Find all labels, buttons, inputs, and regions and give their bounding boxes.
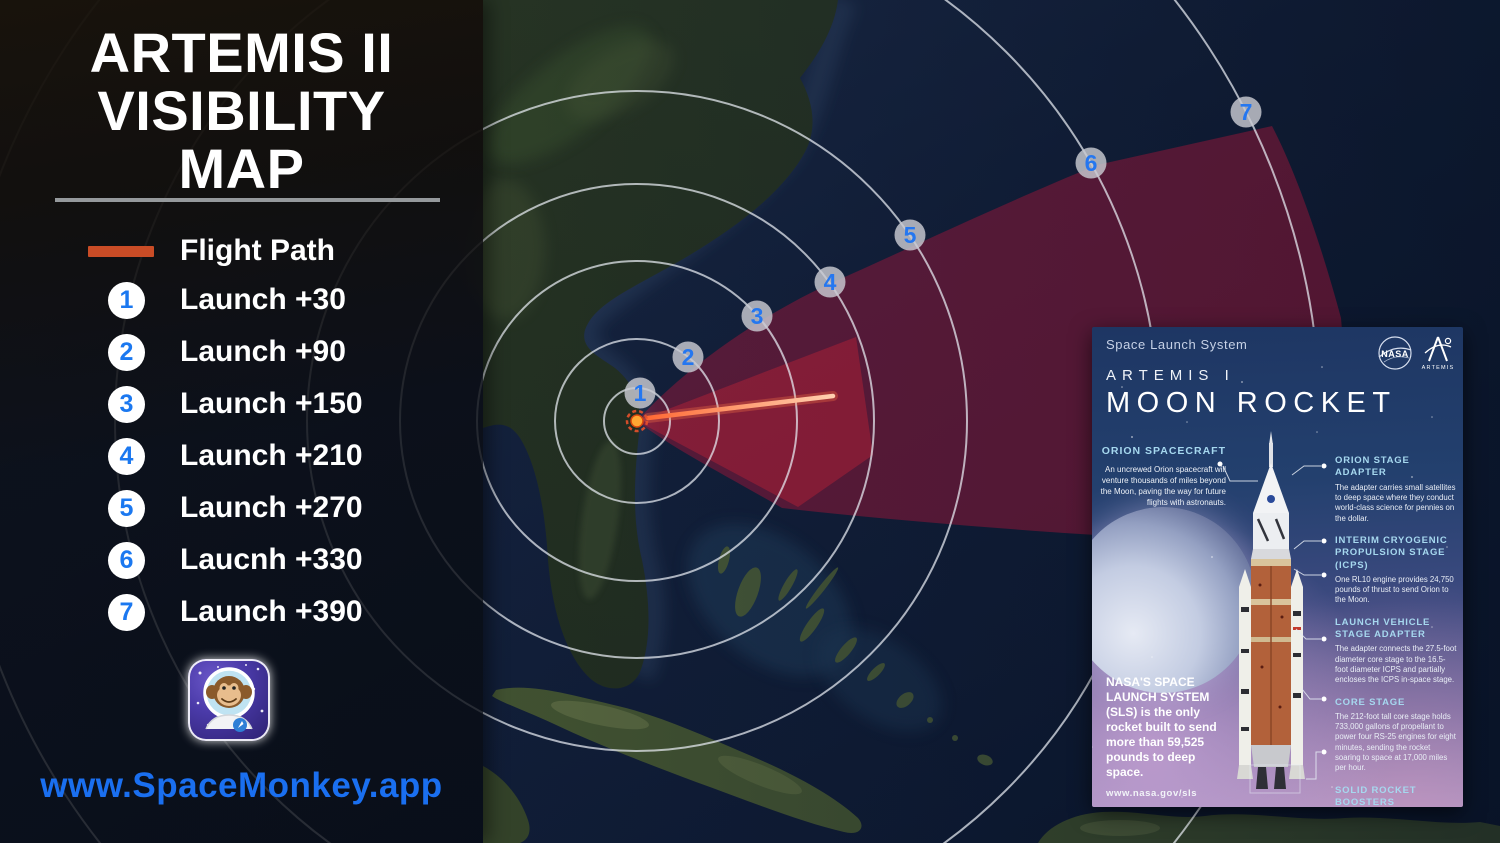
legend-label-4: Launch +210: [180, 439, 363, 472]
marker-6: 6: [1075, 147, 1107, 179]
nasa-logo-icon: NASA: [1378, 336, 1412, 370]
legend-item-1: 1 Launch +30: [88, 274, 468, 326]
legend-badge-6: 6: [108, 541, 145, 579]
space-monkey-app-icon: [188, 659, 270, 741]
poster-artwork: [1092, 354, 1448, 798]
svg-text:NASA: NASA: [1381, 349, 1409, 359]
info-panel: ARTEMIS II VISIBILITY MAP Flight Path 1 …: [0, 0, 483, 843]
visibility-wedge-inner: [637, 337, 873, 507]
legend: Flight Path 1 Launch +30 2 Launch +90 3 …: [88, 228, 468, 638]
poster-main-title: MOON ROCKET: [1106, 387, 1397, 419]
title-line-1: ARTEMIS II: [89, 21, 394, 84]
callout-dots: [1217, 461, 1327, 755]
callout-body-orion-stage-adapter: The adapter carries small satellites to …: [1335, 482, 1456, 523]
engine-section: [1251, 745, 1291, 767]
callout-heading-core-stage: CORE STAGE: [1335, 696, 1406, 708]
marker-3: 3: [741, 300, 773, 332]
legend-item-5: 5 Launch +270: [88, 482, 468, 534]
launch-site-ring: [625, 409, 649, 433]
svg-text:5: 5: [904, 222, 917, 248]
legend-label-7: Launch +390: [180, 595, 363, 628]
title-line-3: MAP: [178, 137, 305, 201]
legend-badge-4: 4: [108, 437, 145, 475]
legend-item-7: 7 Launch +390: [88, 586, 468, 638]
service-module: [1253, 513, 1289, 549]
callout-connectors: [1222, 465, 1321, 794]
marker-5: 5: [894, 219, 926, 251]
legend-item-3: 3 Launch +150: [88, 378, 468, 430]
legend-label-2: Launch +90: [180, 335, 346, 368]
spacemonkey-url-link[interactable]: www.SpaceMonkey.app: [40, 766, 443, 805]
solid-rocket-booster-right: [1289, 569, 1305, 779]
poster-kicker: Space Launch System: [1106, 337, 1248, 352]
time-markers: 1 2 3 4 5 6 7: [624, 96, 1262, 409]
moon-illustration: [1092, 507, 1256, 693]
engine-nozzle-2: [1274, 767, 1286, 789]
artemis-logo-icon: ARTEMIS: [1422, 336, 1455, 371]
page-title: ARTEMIS II VISIBILITY MAP: [0, 21, 483, 201]
legend-label-3: Launch +150: [180, 387, 363, 420]
engine-nozzle-1: [1256, 767, 1268, 789]
monkey-astronaut-illustration: [196, 664, 264, 732]
callout-heading-orion-stage-adapter: ORION STAGE ADAPTER: [1335, 455, 1410, 479]
svg-text:2: 2: [682, 344, 695, 370]
svg-text:1: 1: [634, 380, 647, 406]
ring-2: [554, 338, 720, 504]
orion-capsule: [1253, 463, 1289, 513]
svg-text:6: 6: [1085, 150, 1098, 176]
callout-heading: ORION SPACECRAFT: [1101, 445, 1226, 457]
marker-7: 7: [1230, 96, 1262, 128]
svg-text:ARTEMIS: ARTEMIS: [1422, 365, 1455, 371]
launch-abort-tower: [1269, 431, 1273, 445]
marker-2: 2: [672, 341, 704, 373]
legend-badge-1: 1: [108, 281, 145, 319]
legend-badge-2: 2: [108, 333, 145, 371]
stage-adapter: [1251, 549, 1291, 559]
sls-statement: NASA'S SPACE LAUNCH SYSTEM (SLS) is the …: [1106, 675, 1217, 779]
legend-label-1: Launch +30: [180, 283, 346, 316]
legend-item-2: 2 Launch +90: [88, 326, 468, 378]
marker-1: 1: [624, 377, 656, 409]
title-divider: [55, 198, 440, 202]
callout-body-icps: One RL10 engine provides 24,750 pounds o…: [1335, 574, 1454, 605]
nasa-sls-url-link[interactable]: www.nasa.gov/sls: [1106, 788, 1198, 799]
legend-flight-path: Flight Path: [88, 228, 468, 274]
callout-body-lvsa: The adapter connects the 27.5-foot diame…: [1335, 644, 1457, 685]
callout-heading-lvsa: LAUNCH VEHICLE STAGE ADAPTER: [1335, 616, 1431, 641]
callout-heading-icps: INTERIM CRYOGENIC PROPULSION STAGE (ICPS…: [1335, 534, 1448, 571]
legend-badge-5: 5: [108, 489, 145, 527]
solid-rocket-booster-left: [1237, 569, 1253, 779]
callout-body-core-stage: The 212-foot tall core stage holds 733,0…: [1335, 711, 1456, 773]
marker-4: 4: [814, 266, 846, 298]
poster-logos: NASA ARTEMIS: [1376, 333, 1455, 373]
callout-column-right: ORION STAGE ADAPTER The adapter carries …: [1335, 455, 1457, 807]
legend-label-6: Laucnh +330: [180, 543, 363, 576]
svg-text:7: 7: [1240, 99, 1253, 125]
legend-label-5: Launch +270: [180, 491, 363, 524]
legend-item-4: 4 Launch +210: [88, 430, 468, 482]
title-line-2: VISIBILITY: [97, 79, 386, 143]
svg-text:4: 4: [824, 269, 837, 295]
flight-path-label: Flight Path: [180, 234, 335, 267]
legend-badge-7: 7: [108, 593, 145, 631]
legend-item-6: 6 Laucnh +330: [88, 534, 468, 586]
flight-path-line: [645, 393, 836, 421]
poster-series-title: ARTEMIS I: [1106, 367, 1235, 384]
callout-orion-spacecraft: ORION SPACECRAFT An uncrewed Orion space…: [1100, 445, 1226, 508]
starfield: [1092, 354, 1448, 798]
flight-path-swatch: [88, 245, 154, 257]
legend-badge-3: 3: [108, 385, 145, 423]
sls-poster-inset: Space Launch System NASA ARTEMIS ARTEMIS…: [1092, 327, 1463, 807]
sls-rocket-illustration: [1237, 431, 1305, 789]
callout-heading-srb: SOLID ROCKET BOOSTERS: [1335, 784, 1417, 807]
launch-site-dot: [630, 414, 644, 428]
callout-body: An uncrewed Orion spacecraft will ventur…: [1100, 464, 1226, 507]
svg-text:3: 3: [751, 303, 764, 329]
